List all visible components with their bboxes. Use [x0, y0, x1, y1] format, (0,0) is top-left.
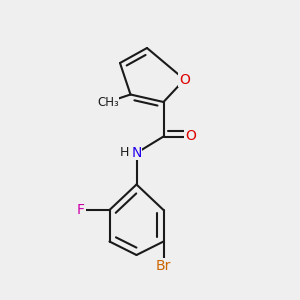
Text: CH₃: CH₃ [97, 95, 119, 109]
Text: O: O [185, 130, 196, 143]
Text: H: H [120, 146, 129, 160]
Text: N: N [131, 146, 142, 160]
Text: F: F [77, 203, 85, 217]
Text: Br: Br [156, 259, 171, 272]
Text: O: O [179, 73, 190, 86]
